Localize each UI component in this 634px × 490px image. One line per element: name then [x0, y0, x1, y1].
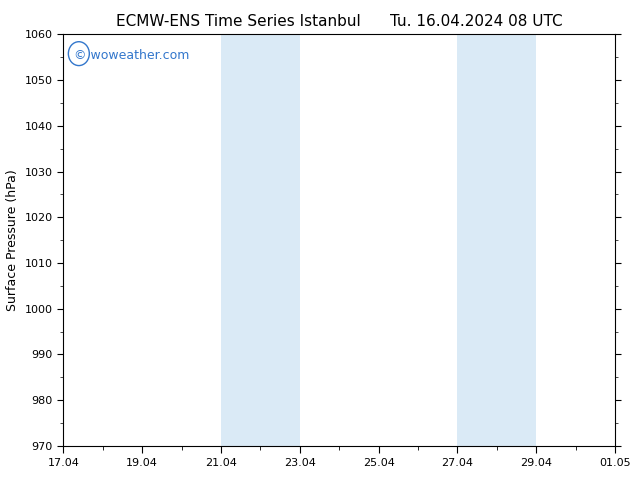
Bar: [261, 34, 300, 446]
Text: © woweather.com: © woweather.com: [74, 49, 190, 62]
Title: ECMW-ENS Time Series Istanbul      Tu. 16.04.2024 08 UTC: ECMW-ENS Time Series Istanbul Tu. 16.04.…: [116, 14, 562, 29]
Bar: [497, 34, 536, 446]
Bar: [457, 34, 497, 446]
Bar: [221, 34, 261, 446]
Y-axis label: Surface Pressure (hPa): Surface Pressure (hPa): [6, 169, 19, 311]
